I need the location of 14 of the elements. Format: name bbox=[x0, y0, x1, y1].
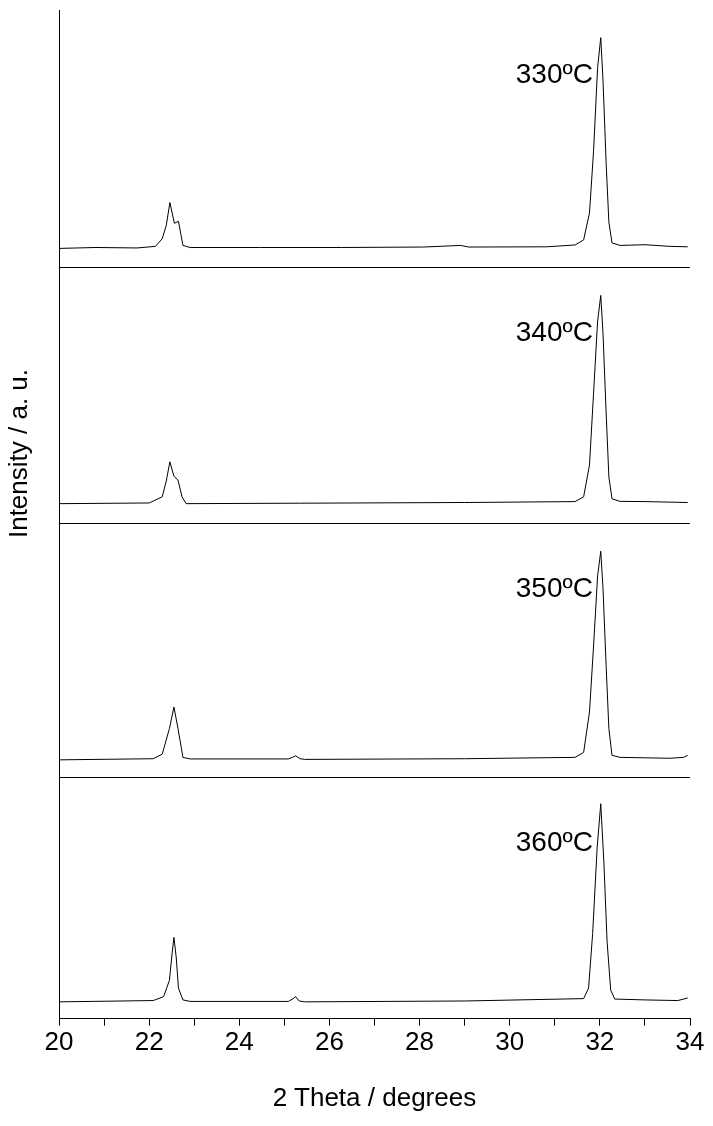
x-tick-label: 32 bbox=[585, 1026, 615, 1057]
x-tick-label: 30 bbox=[495, 1026, 525, 1057]
y-axis-title: Intensity / a. u. bbox=[2, 367, 34, 541]
x-axis-title: 2 Theta / degrees bbox=[272, 1081, 477, 1112]
annotation: 350ºC bbox=[515, 571, 593, 603]
x-tick-label: 22 bbox=[134, 1026, 164, 1057]
annotation: 340ºC bbox=[515, 315, 593, 347]
x-tick-label: 24 bbox=[224, 1026, 254, 1057]
x-tick-label: 20 bbox=[44, 1026, 74, 1057]
x-tick-label: 28 bbox=[405, 1026, 435, 1057]
annotation: 360ºC bbox=[515, 825, 593, 857]
x-tick-label: 26 bbox=[314, 1026, 344, 1057]
x-tick-label: 34 bbox=[675, 1026, 705, 1057]
annotation: 330ºC bbox=[515, 57, 593, 89]
